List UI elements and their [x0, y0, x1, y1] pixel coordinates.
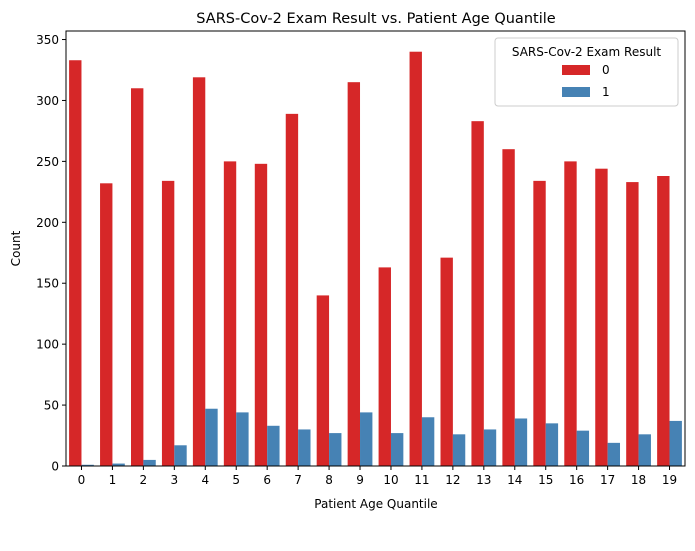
bar-series-1-cat-3 — [174, 445, 187, 466]
bar-series-0-cat-15 — [533, 180, 546, 466]
bar-series-1-cat-1 — [112, 463, 125, 466]
y-axis-label: Count — [9, 230, 23, 266]
y-tick-label: 0 — [51, 460, 59, 474]
legend-swatch-1 — [562, 87, 590, 97]
bar-series-1-cat-13 — [483, 429, 497, 466]
x-axis-label: Patient Age Quantile — [314, 497, 437, 511]
x-tick-label: 19 — [662, 473, 677, 487]
bar-series-0-cat-10 — [378, 267, 391, 466]
x-tick-label: 12 — [445, 473, 460, 487]
bar-series-1-cat-15 — [545, 423, 559, 466]
x-tick-label: 18 — [631, 473, 646, 487]
x-tick-label: 0 — [78, 473, 86, 487]
bar-series-0-cat-6 — [254, 163, 268, 466]
y-tick-label: 300 — [36, 94, 59, 108]
bar-series-1-cat-4 — [205, 408, 218, 466]
x-tick-label: 15 — [538, 473, 553, 487]
bar-series-1-cat-9 — [360, 412, 373, 466]
bar-series-1-cat-6 — [267, 425, 280, 466]
bar-series-0-cat-4 — [192, 77, 206, 467]
x-tick-label: 16 — [569, 473, 584, 487]
legend-label-1: 1 — [602, 85, 610, 99]
chart-title: SARS-Cov-2 Exam Result vs. Patient Age Q… — [196, 11, 555, 27]
bar-series-0-cat-8 — [316, 295, 330, 466]
bar-series-1-cat-5 — [236, 412, 249, 466]
bar-series-0-cat-18 — [626, 182, 639, 466]
bars — [69, 51, 682, 467]
y-axis: 0 50 100 150 200 250 300 350 — [36, 33, 66, 474]
bar-series-1-cat-17 — [607, 442, 621, 466]
bar-series-0-cat-14 — [502, 149, 515, 466]
y-tick-label: 100 — [36, 338, 59, 352]
bar-series-0-cat-0 — [69, 60, 82, 467]
bar-series-1-cat-18 — [638, 434, 651, 466]
plot-frame — [65, 30, 686, 467]
bar-series-1-cat-8 — [329, 433, 342, 466]
x-tick-label: 17 — [600, 473, 615, 487]
bar-series-0-cat-12 — [440, 257, 453, 466]
bar-series-1-cat-19 — [669, 420, 682, 466]
bar-series-1-cat-7 — [298, 429, 311, 466]
bar-series-0-cat-9 — [347, 82, 361, 467]
bar-series-0-cat-2 — [131, 88, 144, 467]
bar-series-0-cat-19 — [657, 176, 670, 466]
bar-series-1-cat-2 — [143, 459, 156, 466]
x-tick-label: 6 — [263, 473, 271, 487]
legend-swatch-0 — [562, 65, 590, 75]
bar-series-1-cat-12 — [452, 434, 466, 466]
y-tick-label: 200 — [36, 216, 59, 230]
y-tick-label: 50 — [44, 399, 59, 413]
bar-series-1-cat-0 — [81, 464, 94, 466]
y-tick-label: 150 — [36, 277, 59, 291]
x-tick-label: 8 — [325, 473, 333, 487]
y-tick-label: 350 — [36, 33, 59, 47]
bar-series-0-cat-11 — [409, 51, 422, 467]
bar-series-0-cat-3 — [161, 180, 175, 466]
bar-series-0-cat-5 — [223, 161, 237, 466]
x-tick-label: 10 — [383, 473, 398, 487]
bar-series-1-cat-14 — [514, 418, 528, 466]
x-tick-label: 7 — [294, 473, 302, 487]
bar-series-0-cat-13 — [471, 121, 484, 467]
bar-series-0-cat-17 — [595, 168, 608, 466]
x-tick-label: 3 — [171, 473, 179, 487]
legend-label-0: 0 — [602, 63, 610, 77]
bar-series-0-cat-7 — [285, 113, 299, 467]
x-tick-label: 4 — [201, 473, 209, 487]
legend-title: SARS-Cov-2 Exam Result — [512, 45, 662, 59]
x-axis: 0 1 2 3 4 5 6 7 8 9 10 11 12 13 14 15 16 17 18 19 — [78, 466, 677, 487]
bar-series-0-cat-1 — [100, 183, 113, 466]
bar-series-1-cat-11 — [421, 417, 435, 466]
x-tick-label: 1 — [109, 473, 117, 487]
x-tick-label: 2 — [140, 473, 148, 487]
legend: SARS-Cov-2 Exam Result 0 1 — [494, 37, 679, 107]
x-tick-label: 11 — [414, 473, 429, 487]
bar-series-1-cat-16 — [576, 430, 590, 466]
x-tick-label: 13 — [476, 473, 491, 487]
x-tick-label: 5 — [232, 473, 240, 487]
y-tick-label: 250 — [36, 155, 59, 169]
bar-series-1-cat-10 — [390, 433, 404, 466]
bar-series-0-cat-16 — [564, 161, 577, 466]
x-tick-label: 14 — [507, 473, 522, 487]
x-tick-label: 9 — [356, 473, 364, 487]
